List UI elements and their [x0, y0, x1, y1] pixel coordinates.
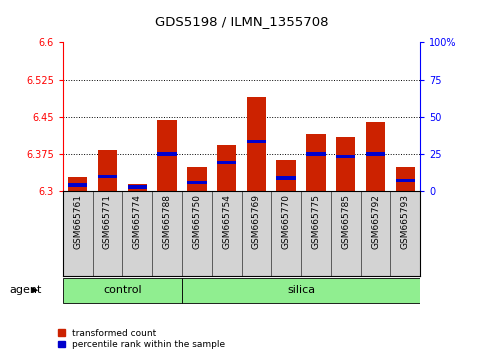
Bar	[396, 167, 415, 191]
Bar	[366, 152, 385, 156]
Bar	[276, 160, 296, 191]
Bar	[157, 120, 177, 191]
Text: GSM665788: GSM665788	[163, 194, 171, 249]
Text: GSM665769: GSM665769	[252, 194, 261, 249]
Bar	[366, 122, 385, 191]
Bar	[336, 155, 355, 158]
Bar	[157, 152, 177, 156]
Text: GSM665792: GSM665792	[371, 194, 380, 249]
Text: GSM665774: GSM665774	[133, 194, 142, 249]
Bar	[306, 134, 326, 191]
Bar	[187, 181, 207, 184]
Bar	[182, 278, 420, 303]
Bar	[396, 178, 415, 182]
Text: silica: silica	[287, 285, 315, 295]
Bar	[247, 97, 266, 191]
Text: GSM665761: GSM665761	[73, 194, 82, 249]
Bar	[247, 140, 266, 143]
Bar	[98, 175, 117, 178]
Bar	[306, 152, 326, 156]
Bar	[128, 185, 147, 189]
Bar	[68, 177, 87, 191]
Text: GSM665750: GSM665750	[192, 194, 201, 249]
Bar	[98, 150, 117, 191]
Bar	[63, 278, 182, 303]
Text: GDS5198 / ILMN_1355708: GDS5198 / ILMN_1355708	[155, 15, 328, 28]
Bar	[276, 176, 296, 179]
Bar	[336, 137, 355, 191]
Bar	[68, 183, 87, 187]
Bar	[187, 167, 207, 191]
Text: agent: agent	[10, 285, 42, 295]
Bar	[128, 184, 147, 191]
Text: GSM665793: GSM665793	[401, 194, 410, 249]
Text: GSM665775: GSM665775	[312, 194, 320, 249]
Bar	[217, 161, 236, 164]
Text: GSM665771: GSM665771	[103, 194, 112, 249]
Text: GSM665754: GSM665754	[222, 194, 231, 249]
Bar	[217, 145, 236, 191]
Text: GSM665785: GSM665785	[341, 194, 350, 249]
Text: GSM665770: GSM665770	[282, 194, 291, 249]
Legend: transformed count, percentile rank within the sample: transformed count, percentile rank withi…	[57, 329, 225, 349]
Text: control: control	[103, 285, 142, 295]
